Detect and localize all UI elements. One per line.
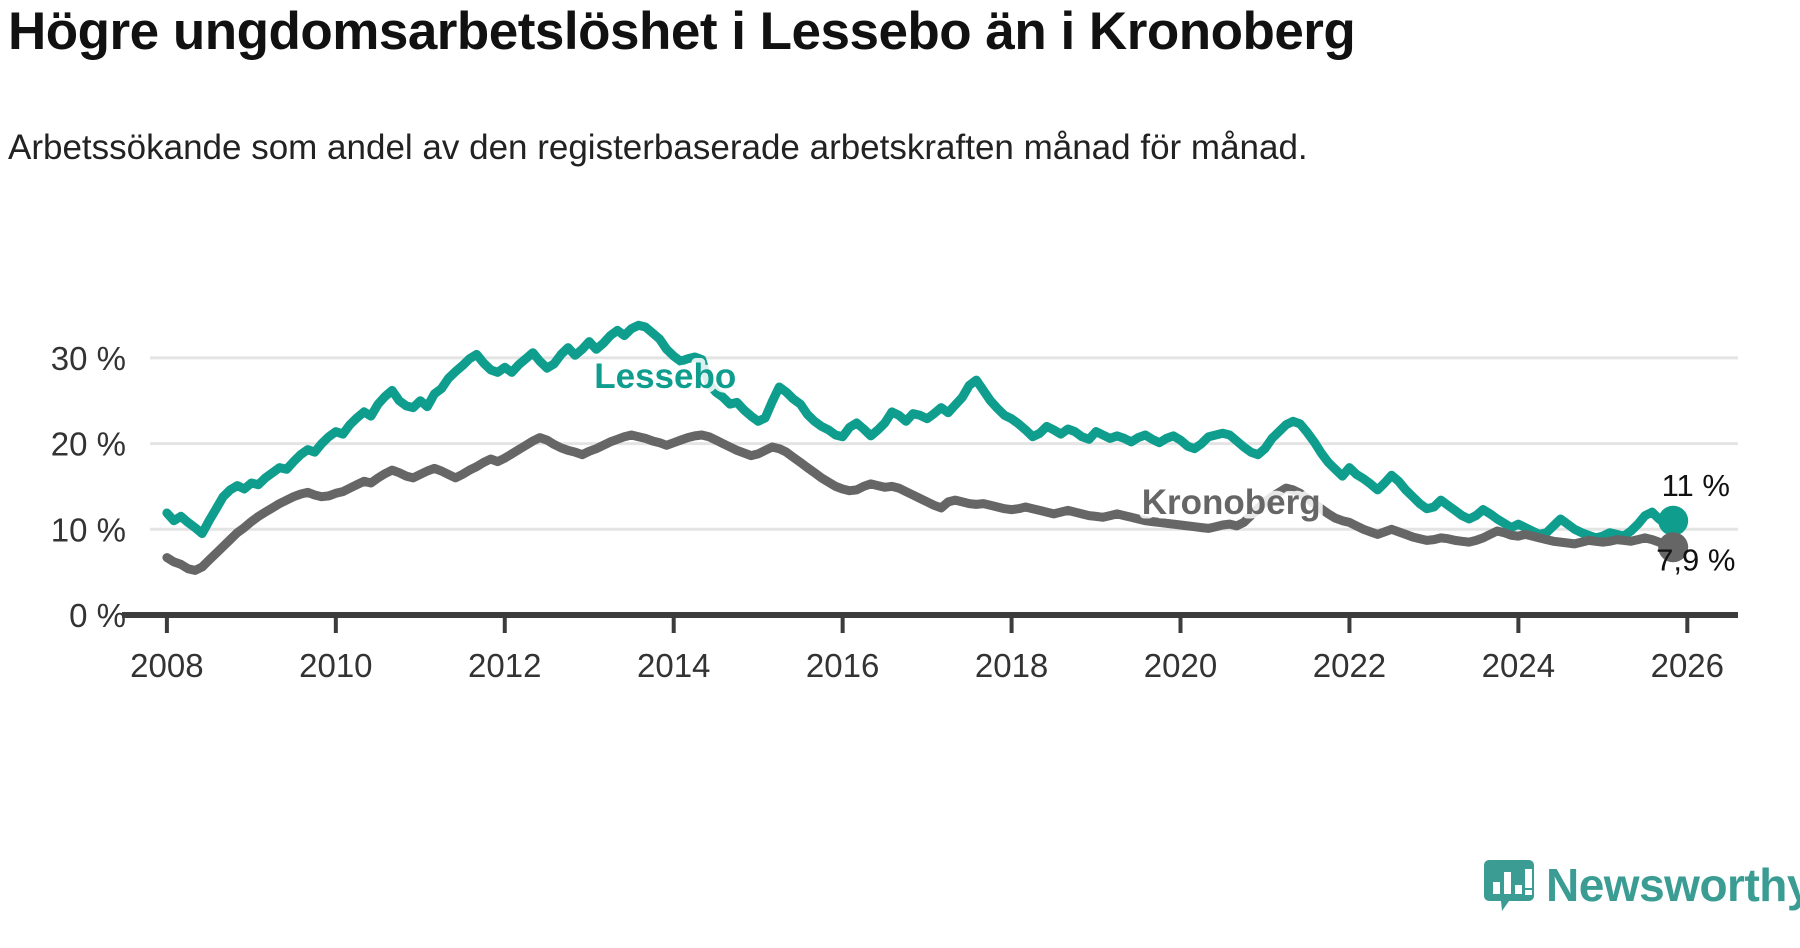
lessebo-series-label: Lessebo [594,357,736,396]
x-axis-tick-label: 2026 [1651,647,1724,684]
page-title: Högre ungdomsarbetslöshet i Lessebo än i… [8,2,1356,61]
kronoberg-endpoint-label: 7,9 % [1656,542,1735,577]
lessebo-series-label-halo: Lessebo [594,357,736,396]
y-axis-tick-label: 20 % [51,426,126,463]
endpoint-marker-lessebo [1658,505,1689,536]
bar-chart-bubble-icon [1484,860,1534,911]
page-subtitle: Arbetssökande som andel av den registerb… [8,128,1308,167]
x-axis-tick-label: 2020 [1144,647,1217,684]
y-axis-tick-label: 0 % [69,597,126,634]
series-line-lessebo [162,320,1678,543]
x-axis-tick-label: 2016 [806,647,879,684]
series-line-kronoberg [162,430,1678,575]
kronoberg-series-label: Kronoberg [1142,483,1321,522]
line-chart: 0 % 10 % 20 % 30 % 2008 2010 2012 2014 2016 2018 2… [51,320,1738,684]
y-axis-tick-label: 30 % [51,340,126,377]
x-axis-tick-label: 2018 [975,647,1048,684]
lessebo-endpoint-label: 11 % [1662,468,1730,503]
endpoint-marker-kronoberg [1658,532,1689,563]
logo-wordmark: Newsworthy [1546,859,1800,911]
x-axis-tick-label: 2014 [637,647,710,684]
x-axis-tick-label: 2022 [1313,647,1386,684]
chart-area: 0 % 10 % 20 % 30 % 2008 2010 2012 2014 2016 2018 2… [0,255,1800,785]
x-axis-tick-label: 2008 [130,647,203,684]
kronoberg-series-label-halo: Kronoberg [1142,483,1321,522]
x-axis-tick-label: 2010 [299,647,372,684]
y-axis-tick-label: 10 % [51,511,126,548]
x-axis-tick-label: 2024 [1482,647,1555,684]
newsworthy-logo: Newsworthy [1483,858,1800,912]
x-axis-tick-label: 2012 [468,647,541,684]
